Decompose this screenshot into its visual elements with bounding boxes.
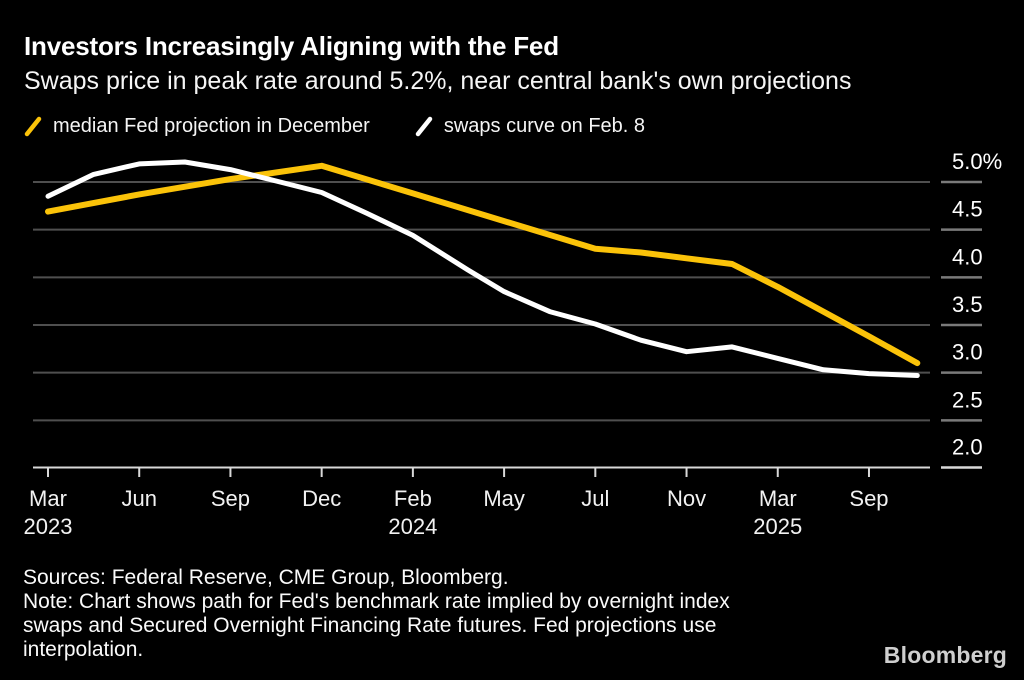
legend-label-fed-projection: median Fed projection in December <box>53 115 370 137</box>
y-axis-label: 2.5 <box>952 387 983 412</box>
legend-item-fed-projection: median Fed projection in December <box>23 115 370 138</box>
chart-subtitle: Swaps price in peak rate around 5.2%, ne… <box>24 67 852 95</box>
y-axis-label: 2.0 <box>952 435 983 460</box>
chart-title: Investors Increasingly Aligning with the… <box>24 31 559 61</box>
x-axis-month-label: Nov <box>667 486 706 511</box>
chart-footnotes: Sources: Federal Reserve, CME Group, Blo… <box>23 566 730 662</box>
series-line-fed-projection <box>45 162 921 367</box>
chart-legend: median Fed projection in December swaps … <box>23 115 645 138</box>
note-line: swaps and Secured Overnight Financing Ra… <box>23 614 717 637</box>
y-axis-label: 5.0% <box>952 149 1002 174</box>
x-axis-month-label: Dec <box>302 486 341 511</box>
x-axis-month-label: May <box>483 486 525 511</box>
y-axis-label: 4.5 <box>952 197 983 222</box>
x-axis-year-label: 2023 <box>24 514 73 539</box>
note-line: interpolation. <box>23 638 144 661</box>
white-line-slash-icon <box>415 116 433 136</box>
note-line: Note: Chart shows path for Fed's benchma… <box>23 590 730 613</box>
x-axis-month-label: Jul <box>581 486 609 511</box>
y-axis-label: 3.5 <box>952 292 983 317</box>
x-axis-month-label: Feb <box>394 486 432 511</box>
x-axis-month-label: Sep <box>849 486 888 511</box>
x-axis-month-label: Jun <box>121 486 156 511</box>
yellow-line-slash-icon <box>24 116 42 136</box>
x-axis-month-label: Mar <box>759 486 797 511</box>
x-axis-year-label: 2025 <box>753 514 802 539</box>
series-line-swaps-curve <box>45 159 920 378</box>
y-axis-label: 3.0 <box>952 340 983 365</box>
bloomberg-logo: Bloomberg <box>883 642 1007 668</box>
x-axis-month-label: Mar <box>29 486 67 511</box>
legend-label-swaps-curve: swaps curve on Feb. 8 <box>443 115 646 137</box>
x-axis-month-label: Sep <box>211 486 250 511</box>
x-axis-year-label: 2024 <box>388 514 437 539</box>
sources-line: Sources: Federal Reserve, CME Group, Blo… <box>23 566 509 589</box>
legend-item-swaps-curve: swaps curve on Feb. 8 <box>414 115 645 138</box>
y-axis-label: 4.0 <box>952 244 983 269</box>
